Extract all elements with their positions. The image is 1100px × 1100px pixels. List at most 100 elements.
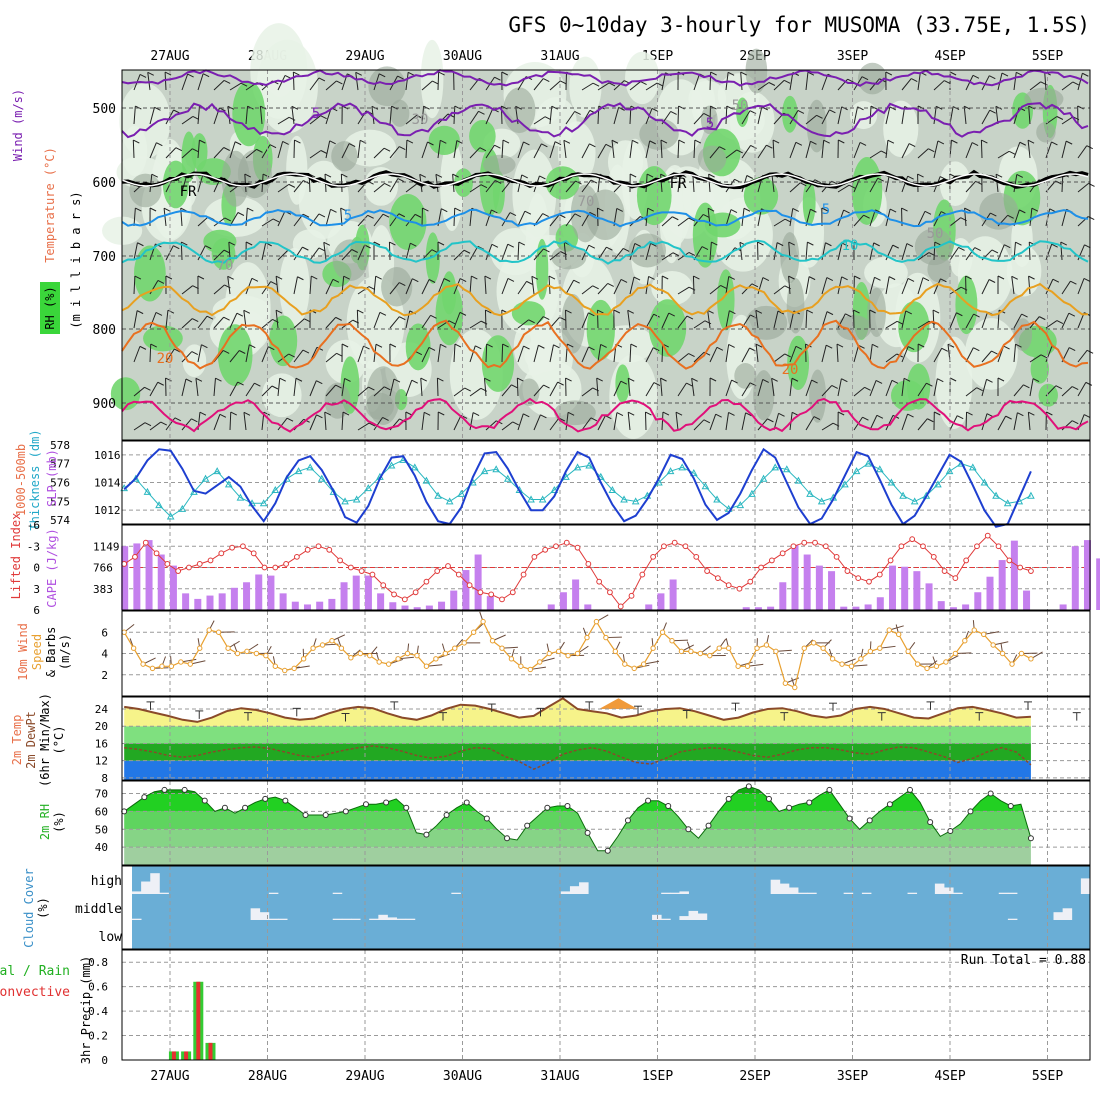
- rh-mid-blob: [806, 99, 827, 153]
- wind-barb: [581, 285, 593, 295]
- wind-point: [282, 667, 288, 674]
- wind-barb: [133, 276, 136, 295]
- wind-barb-flag: [437, 377, 444, 382]
- wind-point: [168, 663, 175, 669]
- wind-barb-flag: [154, 106, 161, 111]
- wind-barb: [133, 242, 138, 261]
- wind-barb: [293, 378, 297, 397]
- wind-barb: [757, 277, 764, 295]
- cape-bar: [840, 606, 848, 610]
- wind-barb: [709, 347, 718, 363]
- wind-point: [952, 650, 959, 657]
- wind-barb-flag: [826, 311, 834, 316]
- wind-barb-flag: [554, 141, 562, 146]
- wind-barb-flag: [841, 378, 848, 383]
- date-label-bottom: 3SEP: [837, 1069, 868, 1084]
- wind-barb-flag: [539, 175, 546, 180]
- cape-bar: [828, 571, 836, 610]
- wind-barb: [1061, 81, 1074, 91]
- wind-barb-flag: [512, 421, 519, 426]
- wind-barb: [325, 317, 337, 329]
- wind-barb-flag: [223, 316, 230, 321]
- rh-dry-blob: [569, 56, 602, 118]
- rh-dry-blob: [121, 125, 148, 177]
- cape-bar: [949, 607, 957, 610]
- wind-barb: [837, 242, 843, 261]
- wind-barb-flag: [1016, 174, 1023, 178]
- date-label-bottom: 27AUG: [150, 1069, 189, 1084]
- wind-barb-flag: [223, 79, 231, 84]
- wind-barb: [405, 380, 413, 397]
- li-point: [423, 578, 430, 585]
- wind-barb: [437, 278, 445, 295]
- thickness-point: [201, 474, 210, 482]
- wind-barb-flag: [1052, 278, 1060, 283]
- wind-barb-flag: [627, 411, 635, 416]
- wind-barb: [581, 82, 594, 91]
- wind-barb-flag: [144, 422, 152, 427]
- wind-barb: [133, 422, 146, 431]
- wind-barb-flag: [963, 105, 971, 110]
- wind-barb-flag: [406, 139, 414, 144]
- wind-point: [291, 665, 297, 672]
- wind-barb-flag: [484, 275, 492, 280]
- wind-barb-flag: [548, 275, 556, 280]
- wind-barb-flag: [320, 115, 327, 120]
- wind-barb: [565, 213, 576, 227]
- wind-barb: [613, 380, 622, 397]
- cloud-bar-middle: [332, 918, 343, 920]
- cloud-bar-high: [132, 891, 142, 894]
- wind-barb-flag: [541, 143, 548, 148]
- wind-barb: [1027, 140, 1031, 159]
- wind-barb: [277, 75, 286, 91]
- wind-barb: [627, 310, 631, 329]
- wind-barb: [789, 378, 793, 397]
- rh-point: [765, 795, 772, 802]
- wind-barb-flag: [416, 114, 423, 119]
- thickness-point: [992, 491, 1000, 499]
- wind-barb: [805, 114, 817, 125]
- wind-barb-flag: [911, 78, 918, 82]
- wind-barb: [357, 214, 369, 227]
- thickness-point: [480, 467, 489, 475]
- precip-conv-bar: [171, 1051, 176, 1060]
- rh-mid-blob: [639, 118, 679, 150]
- wind-barb: [501, 140, 504, 159]
- wind-barb-flag: [845, 313, 852, 318]
- wind-barb: [661, 252, 674, 261]
- thickness-point: [341, 497, 349, 505]
- wind-barb-flag: [438, 411, 445, 416]
- wind-barb-flag: [807, 71, 815, 76]
- wind-barb: [421, 347, 430, 363]
- wind-barb: [549, 106, 553, 125]
- wind-barb-flag: [691, 377, 698, 382]
- wind-barb-flag: [814, 179, 821, 184]
- wind-barb: [1028, 276, 1031, 295]
- ylabel-wind10m: 10m Wind Speed & Barbs (m/s): [16, 623, 72, 681]
- wind-barb-flag: [837, 411, 845, 416]
- wind-barb-flag: [662, 275, 669, 280]
- cloud-bar-high: [159, 892, 169, 894]
- cape-bar: [303, 604, 311, 610]
- wind-barb: [563, 140, 567, 159]
- wind-barb: [837, 106, 843, 125]
- wind-barb-flag: [427, 141, 434, 146]
- wind-point: [272, 663, 278, 669]
- wind-barb-flag: [478, 110, 485, 115]
- wind-barb: [629, 81, 641, 91]
- wind-barb: [132, 140, 135, 159]
- wind-barb-flag: [575, 180, 582, 185]
- wind-barb: [789, 346, 797, 363]
- wind-barb-flag: [1019, 209, 1026, 214]
- wind-barb-flag: [191, 418, 198, 423]
- wind-barb: [757, 82, 770, 91]
- rh-moist-blob: [555, 223, 579, 252]
- wind-barb: [597, 344, 602, 363]
- ylabel-precip-line: 3hr Precip (mm): [79, 956, 93, 1064]
- contour-label: 20: [782, 362, 799, 378]
- wind-barb-flag: [991, 249, 999, 254]
- wind-barb-flag: [199, 139, 206, 144]
- rh-mid-blob: [554, 400, 596, 426]
- wind-barb: [741, 347, 750, 363]
